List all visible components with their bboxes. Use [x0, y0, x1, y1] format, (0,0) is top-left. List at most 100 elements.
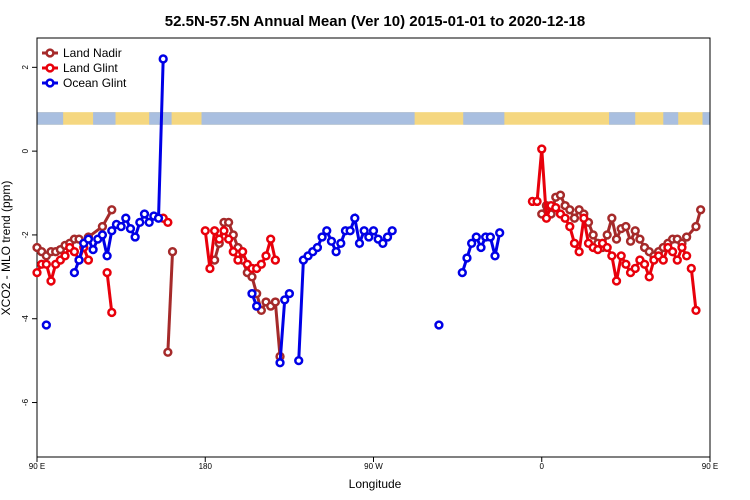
- data-point-land-glint: [569, 238, 580, 248]
- legend-label: Land Nadir: [63, 46, 122, 60]
- data-point-land-glint: [209, 226, 220, 236]
- data-point-land-glint: [593, 244, 603, 255]
- data-point-land-glint: [237, 247, 248, 257]
- data-point-ocean-glint: [350, 213, 360, 223]
- data-point-land-glint: [261, 251, 271, 261]
- series-line-land-nadir: [166, 251, 175, 353]
- data-point-land-glint: [102, 267, 112, 278]
- data-point-land-glint: [256, 259, 266, 269]
- series-line-land-glint: [203, 226, 277, 270]
- data-point-land-glint: [574, 247, 584, 257]
- data-point-ocean-glint: [125, 223, 136, 234]
- data-point-ocean-glint: [322, 226, 332, 236]
- data-point-land-glint: [579, 213, 589, 223]
- data-point-ocean-glint: [158, 54, 168, 64]
- data-point-land-glint: [607, 251, 617, 261]
- y-tick-label: -6: [21, 398, 30, 406]
- data-point-land-nadir: [696, 205, 706, 215]
- data-point-land-glint: [551, 203, 561, 213]
- data-point-land-glint: [658, 255, 668, 265]
- series-line-land-glint: [689, 268, 698, 311]
- data-point-ocean-glint: [326, 236, 337, 246]
- data-point-ocean-glint: [462, 253, 472, 263]
- data-point-land-glint: [233, 255, 243, 265]
- chart-title: 52.5N-57.5N Annual Mean (Ver 10) 2015-01…: [165, 13, 585, 30]
- data-point-ocean-glint: [495, 228, 505, 238]
- data-point-ocean-glint: [107, 226, 117, 236]
- data-point-land-glint: [83, 255, 94, 265]
- data-point-ocean-glint: [387, 226, 397, 236]
- data-point-land-nadir: [167, 247, 178, 257]
- data-point-land-nadir: [270, 297, 281, 307]
- data-point-land-glint: [672, 255, 682, 265]
- data-point-land-glint: [228, 247, 238, 257]
- data-point-land-glint: [223, 234, 234, 244]
- data-point-ocean-glint: [130, 232, 140, 242]
- data-point-land-nadir: [630, 226, 640, 236]
- data-point-land-glint: [602, 242, 612, 253]
- data-point-land-glint: [691, 305, 701, 316]
- data-point-ocean-glint: [275, 358, 285, 368]
- data-point-ocean-glint: [135, 217, 145, 228]
- data-point-land-nadir: [611, 234, 622, 244]
- x-tick-label: 90 E: [702, 462, 718, 471]
- data-point-land-glint: [611, 276, 622, 286]
- data-point-land-glint: [107, 307, 117, 318]
- legend-marker: [45, 48, 55, 58]
- data-point-land-glint: [537, 144, 547, 154]
- data-point-ocean-glint: [88, 244, 98, 255]
- data-point-ocean-glint: [144, 217, 154, 228]
- data-point-land-glint: [163, 217, 173, 228]
- data-point-land-nadir: [569, 213, 580, 223]
- legend-entry-ocean-glint: Ocean Glint: [42, 76, 127, 90]
- band-ocean: [702, 112, 710, 125]
- band-ocean: [663, 112, 679, 125]
- data-point-ocean-glint: [153, 213, 164, 223]
- band-ocean: [37, 112, 64, 125]
- data-point-land-glint: [630, 263, 640, 274]
- data-point-land-glint: [46, 276, 56, 286]
- data-point-land-glint: [532, 196, 542, 207]
- data-point-ocean-glint: [41, 320, 51, 330]
- legend-entry-land-nadir: Land Nadir: [42, 46, 122, 60]
- data-point-land-glint: [219, 226, 229, 236]
- series-land-nadir: [32, 190, 706, 362]
- data-point-land-nadir: [621, 221, 631, 232]
- data-point-ocean-glint: [312, 242, 323, 253]
- y-axis-label: XCO2 - MLO trend (ppm): [0, 181, 13, 316]
- legend-marker: [45, 78, 55, 88]
- data-point-land-nadir: [97, 221, 108, 232]
- data-point-ocean-glint: [336, 238, 346, 248]
- y-tick-label: -2: [21, 231, 30, 239]
- data-point-land-nadir: [691, 221, 701, 232]
- series-land-glint: [32, 144, 701, 318]
- data-point-ocean-glint: [121, 213, 131, 223]
- data-point-ocean-glint: [116, 221, 126, 232]
- data-point-ocean-glint: [382, 232, 393, 242]
- legend-label: Ocean Glint: [63, 76, 127, 90]
- data-point-land-glint: [560, 213, 570, 223]
- data-point-land-nadir: [635, 234, 645, 244]
- data-point-ocean-glint: [466, 238, 477, 248]
- x-tick-label: 180: [199, 462, 213, 471]
- x-tick-label: 90 W: [364, 462, 383, 471]
- data-point-land-glint: [667, 247, 678, 257]
- data-point-land-glint: [41, 259, 51, 269]
- data-point-land-glint: [541, 213, 552, 223]
- y-axis: 2 0 -2 -4 -6: [21, 65, 37, 406]
- band-ocean: [463, 112, 505, 125]
- data-point-ocean-glint: [354, 238, 365, 248]
- data-point-ocean-glint: [457, 267, 467, 278]
- data-point-ocean-glint: [331, 247, 341, 257]
- data-point-ocean-glint: [368, 226, 379, 236]
- data-point-land-nadir: [588, 230, 598, 240]
- data-point-land-nadir: [555, 190, 566, 200]
- data-point-land-glint: [32, 267, 42, 278]
- data-point-land-glint: [69, 247, 80, 257]
- data-point-ocean-glint: [364, 232, 374, 242]
- data-point-land-nadir: [223, 217, 234, 228]
- data-point-land-glint: [639, 259, 650, 269]
- band-ocean: [93, 112, 116, 125]
- data-point-ocean-glint: [74, 255, 84, 265]
